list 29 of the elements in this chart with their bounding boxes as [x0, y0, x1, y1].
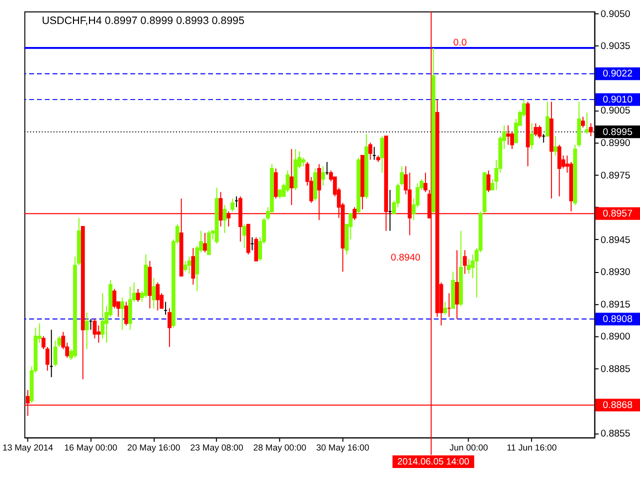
- y-tick-label: 0.8885: [600, 364, 630, 375]
- ref-line-label: 0.8957: [602, 208, 632, 220]
- x-tick-label: 13 May 2014: [2, 442, 54, 453]
- chart-title: USDCHF,H4 0.8997 0.8999 0.8993 0.8995: [42, 15, 244, 28]
- annotation: 0.0: [453, 37, 468, 48]
- annotation: 0.8940: [390, 252, 422, 264]
- y-tick-label: 0.8900: [600, 332, 631, 343]
- x-tick-label: 16 May 00:00: [64, 442, 118, 453]
- ref-line-label: 0.9022: [602, 68, 632, 80]
- y-tick-label: 0.8915: [600, 299, 630, 310]
- x-tick-label: Jun 00:00: [450, 442, 488, 453]
- y-tick-label: 0.8990: [600, 138, 631, 150]
- y-tick-label: 0.9035: [600, 41, 630, 52]
- x-tick-label: 11 Jun 16:00: [506, 442, 557, 453]
- ref-line-label: 0.8995: [602, 126, 632, 138]
- x-tick-label: 20 May 16:00: [127, 442, 180, 453]
- y-tick-label: 0.8930: [600, 267, 631, 278]
- x-tick-label: 23 May 08:00: [190, 442, 244, 453]
- y-tick-label: 0.8855: [600, 428, 630, 440]
- y-tick-label: 0.9005: [600, 106, 630, 117]
- ref-line-label: 0.9010: [602, 94, 634, 106]
- y-tick-label: 0.9050: [600, 8, 631, 20]
- x-tick-label: 30 May 16:00: [316, 442, 370, 453]
- ref-line-label: 0.8868: [602, 400, 632, 412]
- y-tick-label: 0.8945: [600, 234, 630, 246]
- x-tick-label: 2014.06.05 14:00: [397, 456, 470, 467]
- ref-line-label: 0.8908: [602, 314, 632, 325]
- y-tick-label: 0.8975: [600, 170, 630, 182]
- x-tick-label: 28 May 00:00: [253, 442, 306, 453]
